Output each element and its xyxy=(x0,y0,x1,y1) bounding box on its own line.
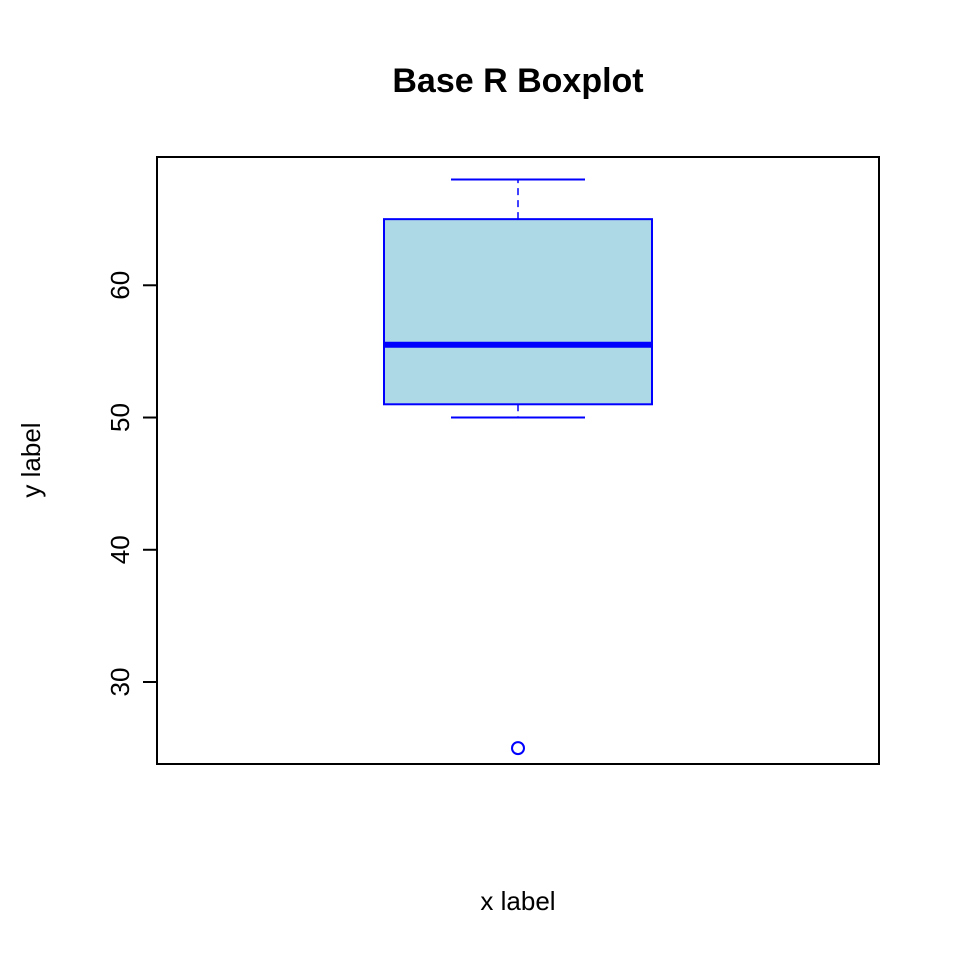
outlier-point xyxy=(511,741,525,756)
y-tick-label: 60 xyxy=(105,271,135,300)
y-axis-label: y label xyxy=(16,422,46,497)
chart-title: Base R Boxplot xyxy=(392,62,643,100)
y-axis: 30 40 50 60 xyxy=(105,271,158,697)
y-tick-label: 40 xyxy=(105,535,135,564)
y-tick-label: 50 xyxy=(105,403,135,432)
box-group xyxy=(383,178,653,756)
iqr-box xyxy=(383,218,653,406)
x-axis-label: x label xyxy=(480,886,555,916)
y-tick-label: 30 xyxy=(105,668,135,697)
